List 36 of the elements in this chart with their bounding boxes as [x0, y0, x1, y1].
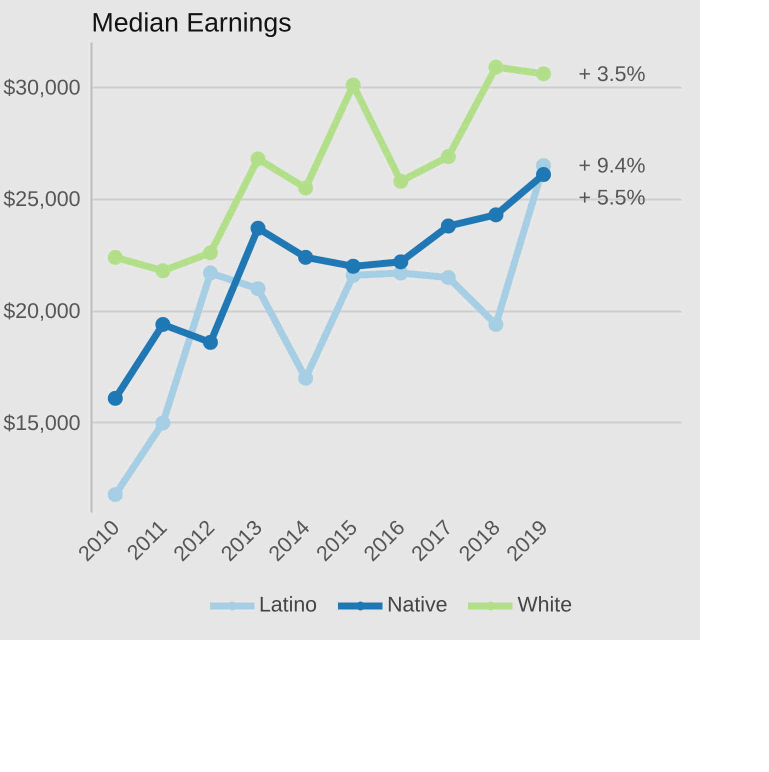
- point: [488, 60, 504, 75]
- point: [202, 245, 218, 260]
- point: [536, 167, 552, 182]
- point: [250, 151, 266, 166]
- point: [155, 317, 170, 332]
- point: [440, 270, 456, 285]
- point: [393, 174, 408, 189]
- annotation: + 9.4%: [578, 154, 646, 178]
- y-tick-label: $20,000: [3, 299, 81, 324]
- point: [488, 207, 504, 222]
- point: [536, 66, 552, 82]
- point: [346, 258, 361, 274]
- point: [108, 250, 123, 265]
- point: [440, 149, 456, 164]
- point: [250, 220, 266, 236]
- point: [202, 334, 218, 350]
- y-tick-label: $25,000: [3, 187, 81, 212]
- annotation: + 5.5%: [578, 186, 646, 210]
- point: [108, 487, 123, 502]
- legend-label: Native: [387, 592, 448, 618]
- annotation: + 3.5%: [578, 62, 646, 86]
- point: [298, 180, 314, 196]
- point: [440, 218, 456, 234]
- point: [488, 317, 504, 332]
- point: [393, 254, 408, 270]
- y-tick-label: $15,000: [3, 410, 81, 435]
- point: [298, 250, 314, 265]
- y-tick-label: $30,000: [3, 75, 81, 100]
- point: [202, 266, 218, 281]
- legend-label: White: [518, 592, 572, 618]
- point: [155, 263, 170, 278]
- chart-title: Median Earnings: [92, 8, 292, 38]
- point: [155, 415, 170, 430]
- point: [108, 390, 123, 406]
- legend-label: Latino: [258, 592, 318, 618]
- point: [250, 281, 266, 296]
